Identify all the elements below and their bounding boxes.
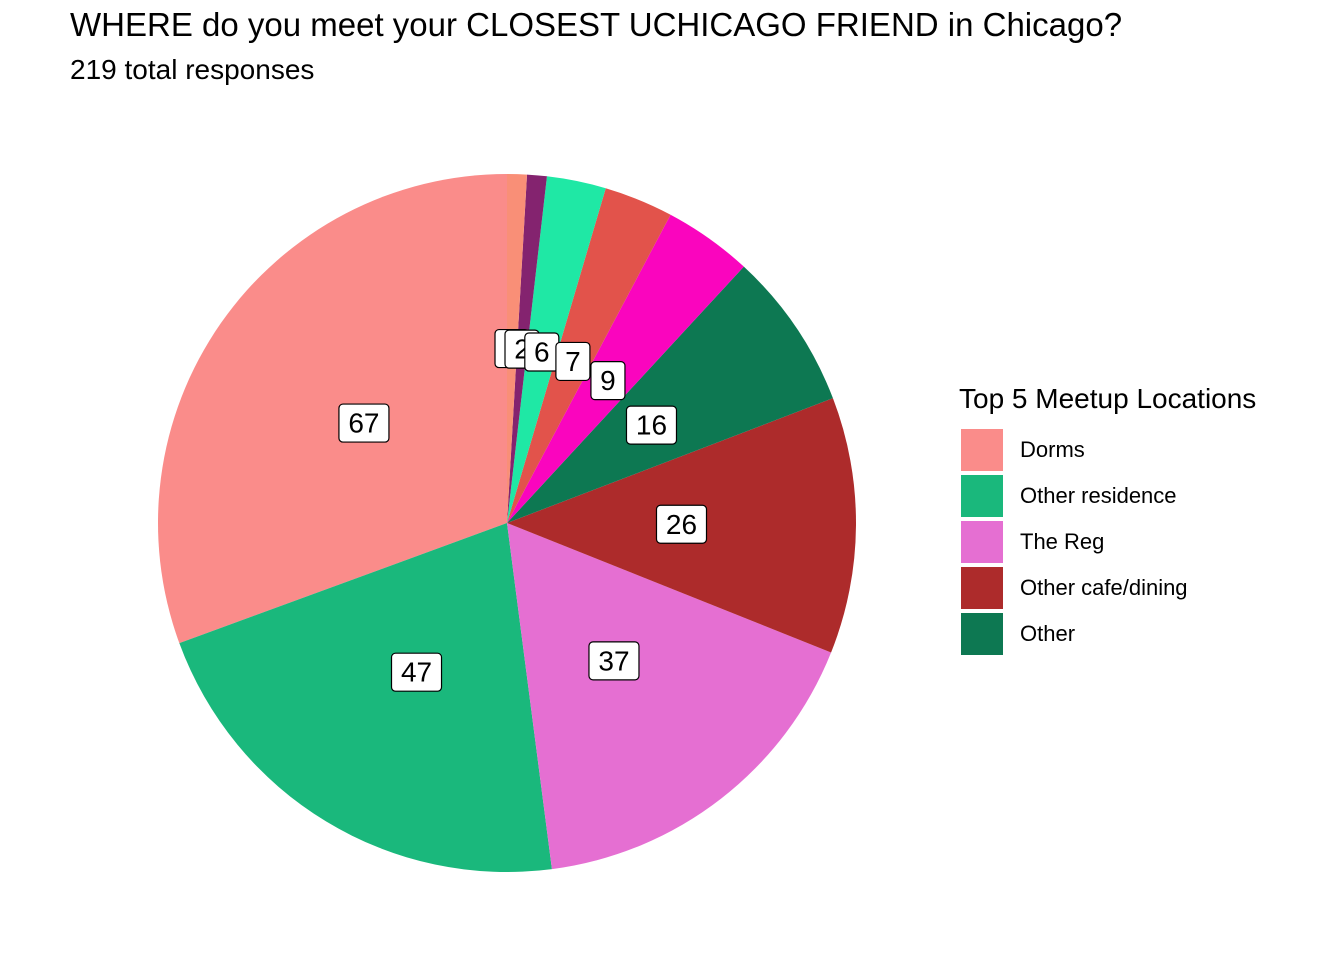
slice-label-box <box>338 403 390 443</box>
legend-swatch <box>961 475 1003 517</box>
slice-label: 47 <box>390 652 443 692</box>
legend-label: Other cafe/dining <box>1020 575 1188 600</box>
chart-title: WHERE do you meet your CLOSEST UCHICAGO … <box>70 6 1123 43</box>
legend-item: Other residence <box>959 473 1256 519</box>
pie-slice <box>507 523 832 870</box>
legend-swatch <box>961 567 1003 609</box>
slice-label-text: 67 <box>348 408 379 439</box>
slice-label-text: 26 <box>666 509 697 540</box>
slice-label: 6 <box>524 332 560 372</box>
legend-item: Other cafe/dining <box>959 565 1256 611</box>
slice-label: 26 <box>655 504 708 544</box>
pie-slice <box>179 523 552 872</box>
slice-label-box <box>625 405 678 445</box>
legend-item: Other <box>959 611 1256 657</box>
slice-label-box <box>588 641 640 681</box>
legend-label: Other <box>1020 621 1076 646</box>
slice-label-text: 16 <box>636 410 667 441</box>
legend-swatch <box>961 429 1003 471</box>
slice-label: 7 <box>555 341 591 382</box>
legend-items: Dorms Other residence The Reg Other cafe/di… <box>959 427 1256 657</box>
slice-label-box <box>555 341 591 382</box>
legend-label: Dorms <box>1020 437 1085 462</box>
legend-title: Top 5 Meetup Locations <box>959 383 1257 414</box>
legend-label: The Reg <box>1020 529 1105 554</box>
slice-label-text: 47 <box>401 657 432 688</box>
legend-swatch <box>961 521 1003 563</box>
slice-label: 67 <box>338 403 390 443</box>
slice-label-text: 6 <box>534 337 550 368</box>
chart-subtitle: 219 total responses <box>70 54 315 85</box>
slice-label: 9 <box>590 361 626 401</box>
slice-label-text: 37 <box>598 645 629 676</box>
legend-label: Other residence <box>1020 483 1177 508</box>
slice-label-box <box>655 504 708 544</box>
slice-label-box <box>590 361 626 401</box>
slice-label-box <box>390 652 443 692</box>
legend-item: Dorms <box>959 427 1256 473</box>
slice-label: 37 <box>588 641 640 681</box>
pie-slice <box>158 174 508 644</box>
legend: Top 5 Meetup Locations Dorms Other reside… <box>959 383 1256 657</box>
legend-swatch <box>961 613 1003 655</box>
slice-label-text: 9 <box>600 365 616 396</box>
slice-label: 16 <box>625 405 678 445</box>
pie-slice <box>507 266 833 523</box>
slice-label-text: 7 <box>565 346 581 377</box>
legend-item: The Reg <box>959 519 1256 565</box>
